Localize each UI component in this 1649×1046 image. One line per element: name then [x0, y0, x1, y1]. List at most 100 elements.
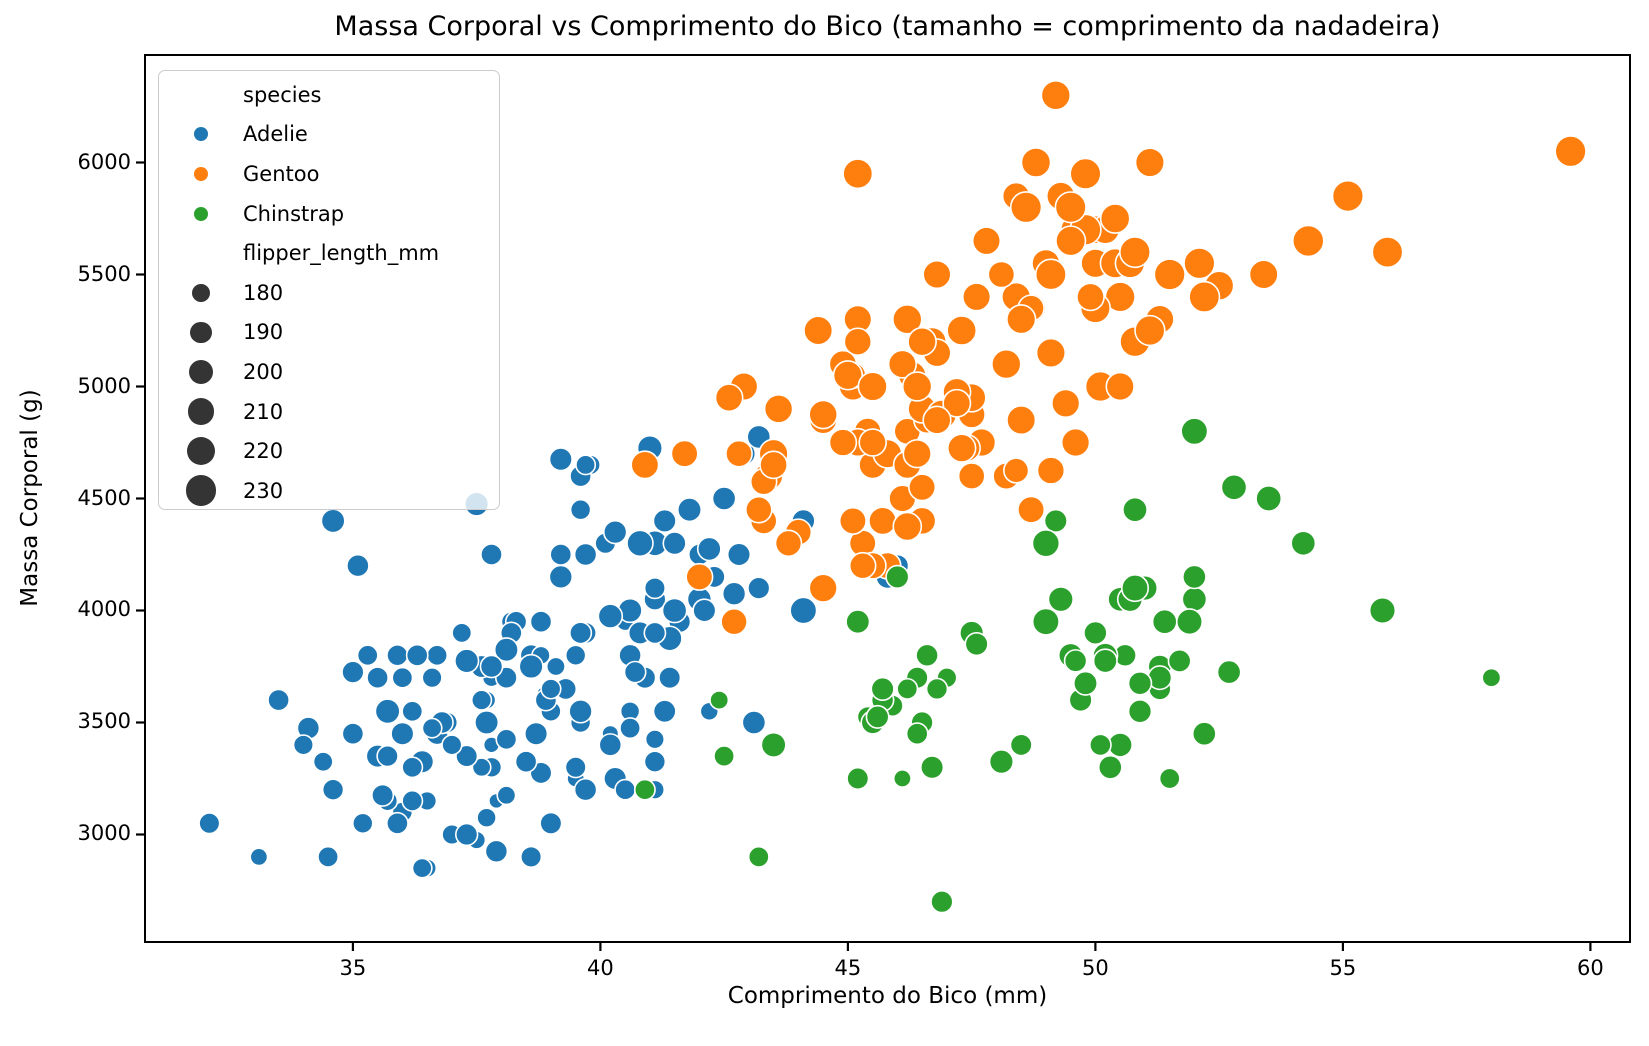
data-point-adelie	[602, 519, 628, 545]
data-point-adelie	[568, 699, 593, 724]
data-point-adelie	[484, 839, 509, 864]
data-point-chinstrap	[1220, 473, 1248, 501]
legend-size-header: flipper_length_mm	[243, 241, 440, 266]
data-point-gentoo	[987, 260, 1016, 289]
data-point-adelie	[249, 847, 269, 867]
data-point-adelie	[549, 543, 573, 566]
data-point-adelie	[496, 785, 517, 806]
data-point-adelie	[341, 660, 365, 684]
data-point-adelie	[658, 666, 682, 690]
data-point-adelie	[623, 660, 647, 684]
x-tick-label: 50	[1082, 956, 1109, 980]
data-point-adelie	[476, 807, 497, 829]
data-point-adelie	[455, 744, 479, 768]
legend: species Adelie Gentoo Chinstrap flipper_…	[158, 70, 500, 510]
data-point-chinstrap	[896, 677, 919, 700]
legend-size-210: 210	[159, 392, 499, 432]
data-point-chinstrap	[892, 769, 912, 788]
legend-size-label: 210	[243, 399, 284, 424]
data-point-gentoo	[1183, 247, 1216, 280]
data-point-gentoo	[858, 428, 887, 457]
legend-species-header-row: species	[159, 75, 499, 115]
data-point-chinstrap	[1255, 485, 1283, 512]
legend-item-chinstrap: Chinstrap	[159, 194, 499, 234]
data-point-adelie	[518, 653, 544, 680]
data-point-gentoo	[1119, 236, 1152, 269]
data-point-adelie	[346, 553, 370, 578]
data-point-gentoo	[1054, 191, 1087, 224]
data-point-chinstrap	[1031, 607, 1060, 636]
x-tick-label: 40	[587, 956, 614, 980]
legend-size-200: 200	[159, 352, 499, 392]
data-point-chinstrap	[747, 845, 770, 868]
data-point-chinstrap	[633, 778, 656, 801]
data-point-adelie	[480, 543, 503, 566]
data-point-gentoo	[922, 259, 952, 290]
data-point-chinstrap	[1047, 586, 1074, 613]
data-point-adelie	[540, 678, 562, 700]
data-point-chinstrap	[885, 564, 910, 590]
legend-item-label: Chinstrap	[243, 201, 345, 226]
data-point-chinstrap	[1127, 671, 1153, 696]
axes-spines	[144, 54, 1631, 943]
data-point-adelie	[374, 698, 401, 725]
size-230-marker-icon	[185, 475, 217, 507]
data-point-gentoo	[1055, 225, 1087, 257]
data-point-adelie	[662, 531, 687, 556]
data-point-adelie	[564, 644, 587, 667]
data-point-gentoo	[1331, 179, 1365, 213]
chart-title: Massa Corporal vs Comprimento do Bico (t…	[334, 11, 1441, 42]
data-point-adelie	[267, 688, 291, 712]
data-point-chinstrap	[1181, 586, 1208, 613]
data-point-adelie	[676, 497, 703, 523]
data-point-gentoo	[946, 315, 978, 346]
data-point-gentoo	[908, 473, 937, 502]
data-point-adelie	[523, 721, 549, 746]
data-point-gentoo	[1050, 388, 1081, 419]
data-point-adelie	[421, 667, 443, 689]
data-point-adelie	[741, 710, 767, 735]
legend-size-label: 230	[243, 478, 284, 503]
data-point-adelie	[573, 542, 598, 567]
data-point-adelie	[539, 811, 563, 835]
data-point-gentoo	[803, 315, 834, 346]
data-point-gentoo	[714, 383, 744, 413]
data-point-adelie	[573, 777, 598, 802]
x-axis-label: Comprimento do Bico (mm)	[727, 983, 1048, 1009]
data-point-adelie	[696, 536, 722, 562]
data-point-adelie	[529, 610, 553, 634]
data-point-gentoo	[892, 511, 923, 542]
data-point-gentoo	[1020, 147, 1052, 178]
size-190-marker-icon	[190, 321, 212, 343]
data-point-adelie	[495, 728, 518, 751]
data-point-gentoo	[832, 360, 864, 391]
data-point-gentoo	[1034, 258, 1067, 291]
data-point-gentoo	[961, 282, 992, 312]
data-point-adelie	[652, 508, 677, 534]
data-point-chinstrap	[1031, 529, 1061, 558]
data-point-gentoo	[1003, 457, 1030, 484]
data-point-adelie	[320, 508, 346, 534]
data-point-gentoo	[1006, 405, 1037, 436]
data-point-gentoo	[1371, 236, 1404, 269]
data-point-adelie	[598, 733, 623, 757]
data-point-adelie	[643, 621, 667, 645]
data-point-gentoo	[971, 226, 1002, 256]
legend-species-header: species	[243, 82, 322, 107]
data-point-adelie	[471, 757, 492, 778]
legend-size-180: 180	[159, 273, 499, 313]
legend-size-header-row: flipper_length_mm	[159, 233, 499, 273]
data-point-gentoo	[808, 399, 839, 430]
gentoo-marker-icon	[194, 166, 208, 181]
data-point-adelie	[545, 656, 566, 677]
data-point-chinstrap	[1043, 508, 1068, 534]
data-point-chinstrap	[1122, 496, 1148, 523]
data-point-adelie	[493, 637, 519, 663]
data-point-chinstrap	[915, 643, 939, 668]
data-point-gentoo	[774, 529, 803, 558]
data-point-gentoo	[1069, 157, 1102, 190]
data-point-adelie	[575, 454, 597, 476]
data-point-chinstrap	[930, 890, 954, 914]
